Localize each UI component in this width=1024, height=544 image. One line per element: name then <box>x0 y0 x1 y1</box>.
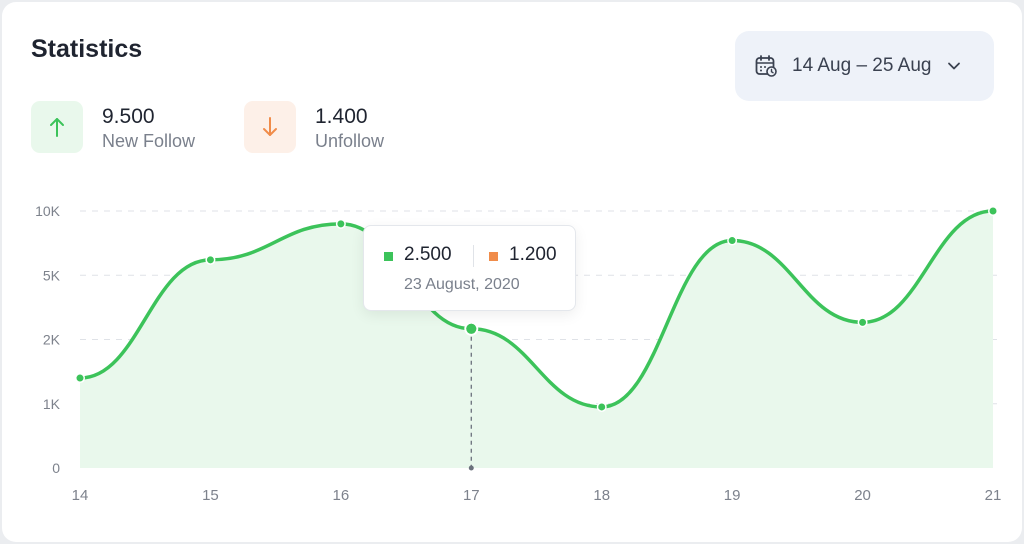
y-tick-label: 2K <box>43 332 61 348</box>
y-tick-label: 10K <box>35 203 61 219</box>
arrow-down-icon <box>263 117 277 136</box>
new-follow-value: 9.500 <box>102 105 155 128</box>
data-point-core <box>728 237 736 245</box>
unfollow-label: Unfollow <box>315 131 385 151</box>
date-range-label: 14 Aug – 25 Aug <box>792 55 932 76</box>
data-point-core <box>466 323 477 334</box>
calendar-icon <box>755 55 777 77</box>
unfollow-value: 1.400 <box>315 105 368 128</box>
tooltip-date: 23 August, 2020 <box>404 276 520 293</box>
x-tick-label: 21 <box>985 487 1002 504</box>
highlight-guide-dot <box>468 465 474 471</box>
unfollow-icon-box <box>244 101 296 153</box>
chart-area <box>80 211 993 468</box>
tooltip-unfollow-value: 1.200 <box>509 244 557 265</box>
data-point-core <box>598 403 606 411</box>
series-line <box>78 209 995 409</box>
date-range-button[interactable]: 14 Aug – 25 Aug <box>735 31 994 101</box>
tooltip-separator <box>473 245 474 267</box>
data-point-core <box>206 256 214 264</box>
x-tick-label: 19 <box>724 487 741 504</box>
x-tick-label: 14 <box>72 487 89 504</box>
tooltip-new-follow-value: 2.500 <box>404 244 452 265</box>
chart-tooltip: 2.500 1.200 23 August, 2020 <box>363 225 576 311</box>
x-tick-label: 18 <box>593 487 610 504</box>
arrow-up-icon <box>50 118 64 137</box>
new-follow-legend-square <box>384 252 393 261</box>
y-tick-label: 5K <box>43 267 61 283</box>
y-tick-label: 1K <box>43 396 61 412</box>
x-tick-label: 15 <box>202 487 219 504</box>
data-point-core <box>337 220 345 228</box>
y-tick-label: 0 <box>52 460 60 476</box>
data-point-core <box>989 207 997 215</box>
new-follow-label: New Follow <box>102 131 196 151</box>
data-point-core <box>76 374 84 382</box>
x-tick-label: 17 <box>463 487 480 504</box>
unfollow-legend-square <box>489 252 498 261</box>
x-tick-label: 20 <box>854 487 871 504</box>
x-tick-label: 16 <box>333 487 350 504</box>
page-title: Statistics <box>31 35 143 63</box>
new-follow-icon-box <box>31 101 83 153</box>
chevron-down-icon <box>948 62 961 70</box>
data-point-core <box>859 318 867 326</box>
